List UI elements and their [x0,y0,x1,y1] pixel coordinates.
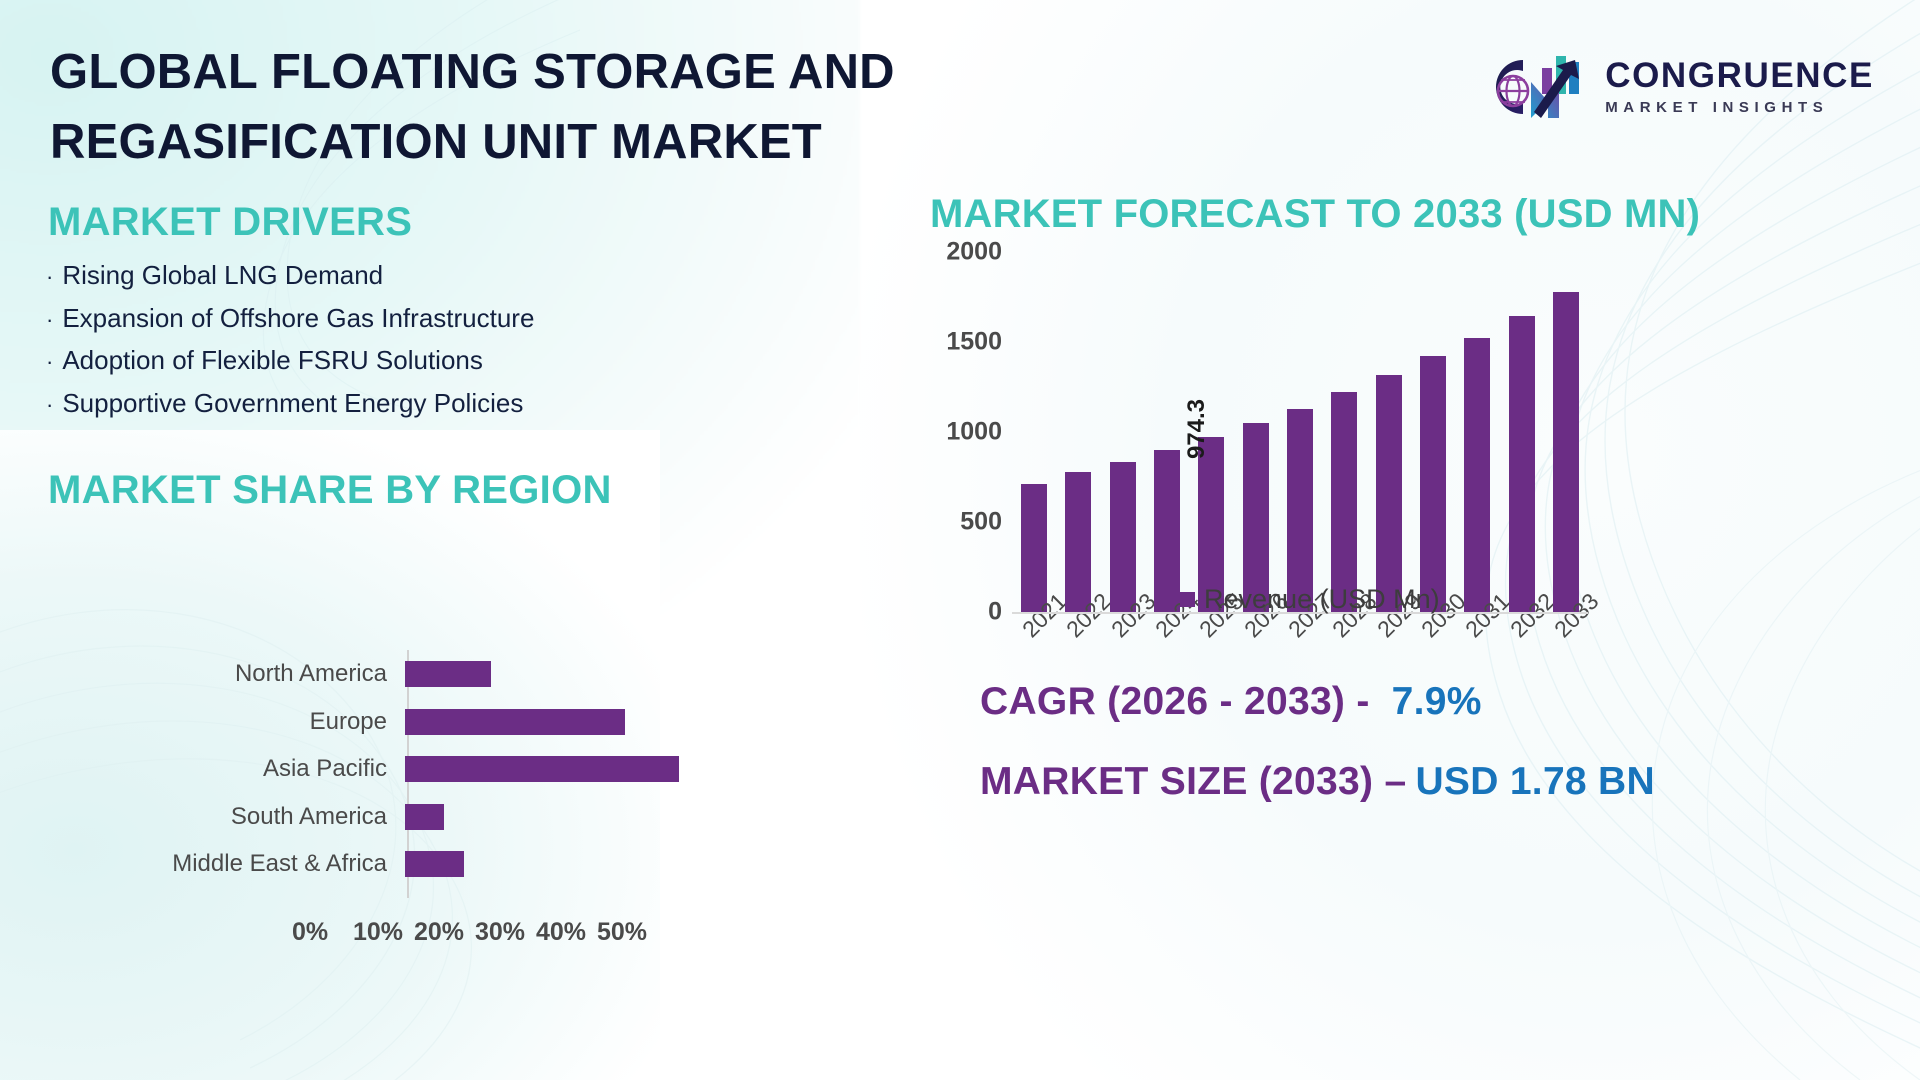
page-title: GLOBAL FLOATING STORAGE AND REGASIFICATI… [50,45,895,169]
swirl-lines-top-left [262,0,580,410]
logo-subtitle: MARKET INSIGHTS [1605,98,1829,116]
forecast-bar [1109,461,1136,612]
forecast-bar-wrapper [1021,484,1048,612]
market-size-label: MARKET SIZE (2033) – [980,760,1407,803]
forecast-bar [1464,337,1491,612]
list-item: · Supportive Government Energy Policies [46,390,746,416]
region-bar-row: Europe [60,706,625,738]
forecast-bar [1419,356,1446,612]
forecast-bar-wrapper [1331,392,1358,612]
region-bar [405,803,445,830]
brand-logo: CONGRUENCE MARKET INSIGHTS [1479,46,1874,126]
forecast-baseline [1012,612,1588,614]
region-bar [405,851,464,877]
forecast-plot-area: 2021 2022 2023 2024 974.3 2025 2026 2027 2028 202… [1012,252,1603,642]
market-drivers-heading: MARKET DRIVERS [48,200,413,244]
forecast-bar [1552,291,1579,612]
region-x-tick: 10% [353,918,404,946]
forecast-bar-wrapper [1154,450,1181,612]
market-size-stat: MARKET SIZE (2033) – USD 1.78 BN [980,760,1655,804]
forecast-y-tick: 500 [960,507,1002,536]
bullet-icon: · [46,306,54,332]
logo-text: CONGRUENCE MARKET INSIGHTS [1605,58,1874,115]
region-bar [405,756,680,782]
forecast-bar-wrapper [1375,375,1402,612]
forecast-bar-wrapper [1552,291,1579,612]
list-item-label: Adoption of Flexible FSRU Solutions [62,345,483,375]
region-bar-row: North America [60,658,492,690]
region-bar-row: South America [60,801,445,833]
forecast-bar [1242,423,1269,612]
forecast-y-tick: 0 [988,597,1002,626]
congruence-mark-icon [1496,56,1580,118]
region-bar [405,708,625,735]
forecast-bar [1154,450,1181,612]
market-drivers-list: · Rising Global LNG Demand · Expansion o… [46,262,746,432]
region-bar-row: Middle East & Africa [60,848,464,880]
cagr-stat: CAGR (2026 - 2033) - 7.9% [980,680,1482,724]
list-item-label: Rising Global LNG Demand [62,260,384,290]
region-x-tick: 20% [414,918,465,946]
region-bar-row: Asia Pacific [60,753,680,785]
region-share-bar-chart: North America Europe Asia Pacific South Ame… [60,650,700,980]
list-item: · Expansion of Offshore Gas Infrastructu… [46,305,746,331]
legend-swatch-icon [1180,592,1195,607]
region-bar-label: Middle East & Africa [172,850,387,877]
forecast-bar-wrapper [1287,408,1313,612]
forecast-legend: Revenue (USD Mn) [1180,584,1440,615]
forecast-bar-wrapper [1242,423,1269,612]
background-teal-wash-lower [0,430,660,1080]
list-item-label: Expansion of Offshore Gas Infrastructure [62,302,535,333]
list-item: · Adoption of Flexible FSRU Solutions [46,347,746,373]
region-x-tick: 0% [292,918,329,946]
logo-name: CONGRUENCE [1605,55,1874,95]
forecast-bar-chart: 0 500 1000 1500 2000 2021 2022 2023 2024 974.3 20… [930,238,1603,643]
market-share-heading: MARKET SHARE BY REGION [48,468,612,512]
forecast-bar-wrapper [1508,315,1535,612]
forecast-y-axis-labels: 0 500 1000 1500 2000 [930,238,1002,626]
bullet-icon: · [46,264,54,289]
bullet-icon: · [46,391,54,417]
region-x-tick: 50% [597,918,648,946]
forecast-bar-wrapper [1109,461,1136,612]
list-item: · Rising Global LNG Demand [46,262,746,288]
region-bar-label: Europe [309,707,387,735]
region-bar-label: North America [234,660,387,687]
forecast-bar-wrapper: 974.3 [1183,399,1225,612]
region-chart-x-ticks: 0% 10% 20% 30% 40% 50% [292,918,712,947]
forecast-heading: MARKET FORECAST TO 2033 (USD MN) [930,192,1701,236]
forecast-bar [1508,315,1535,612]
cagr-label: CAGR (2026 - 2033) - [980,680,1370,723]
legend-label: Revenue (USD Mn) [1204,584,1440,614]
forecast-bar [1287,408,1313,612]
forecast-y-tick: 1500 [946,327,1002,356]
market-size-value: USD 1.78 BN [1415,760,1655,803]
list-item-label: Supportive Government Energy Policies [62,387,524,418]
forecast-bar-wrapper [1065,471,1092,612]
region-bar-label: Asia Pacific [262,755,387,782]
forecast-y-tick: 2000 [946,237,1002,266]
bullet-icon: · [46,349,54,374]
forecast-bar [1065,471,1092,612]
forecast-bar [1375,375,1402,612]
cagr-value: 7.9% [1391,680,1482,723]
forecast-bar [1021,484,1048,612]
forecast-y-tick: 1000 [946,417,1002,446]
forecast-bar-wrapper [1464,337,1491,612]
region-x-tick: 30% [475,918,526,946]
forecast-bar-value-label: 974.3 [1183,398,1211,459]
forecast-bar [1198,436,1225,612]
forecast-bar-wrapper [1419,356,1446,612]
region-bar-label: South America [230,802,387,830]
forecast-bar [1331,392,1358,612]
region-bar [405,661,492,687]
region-x-tick: 40% [536,918,587,946]
